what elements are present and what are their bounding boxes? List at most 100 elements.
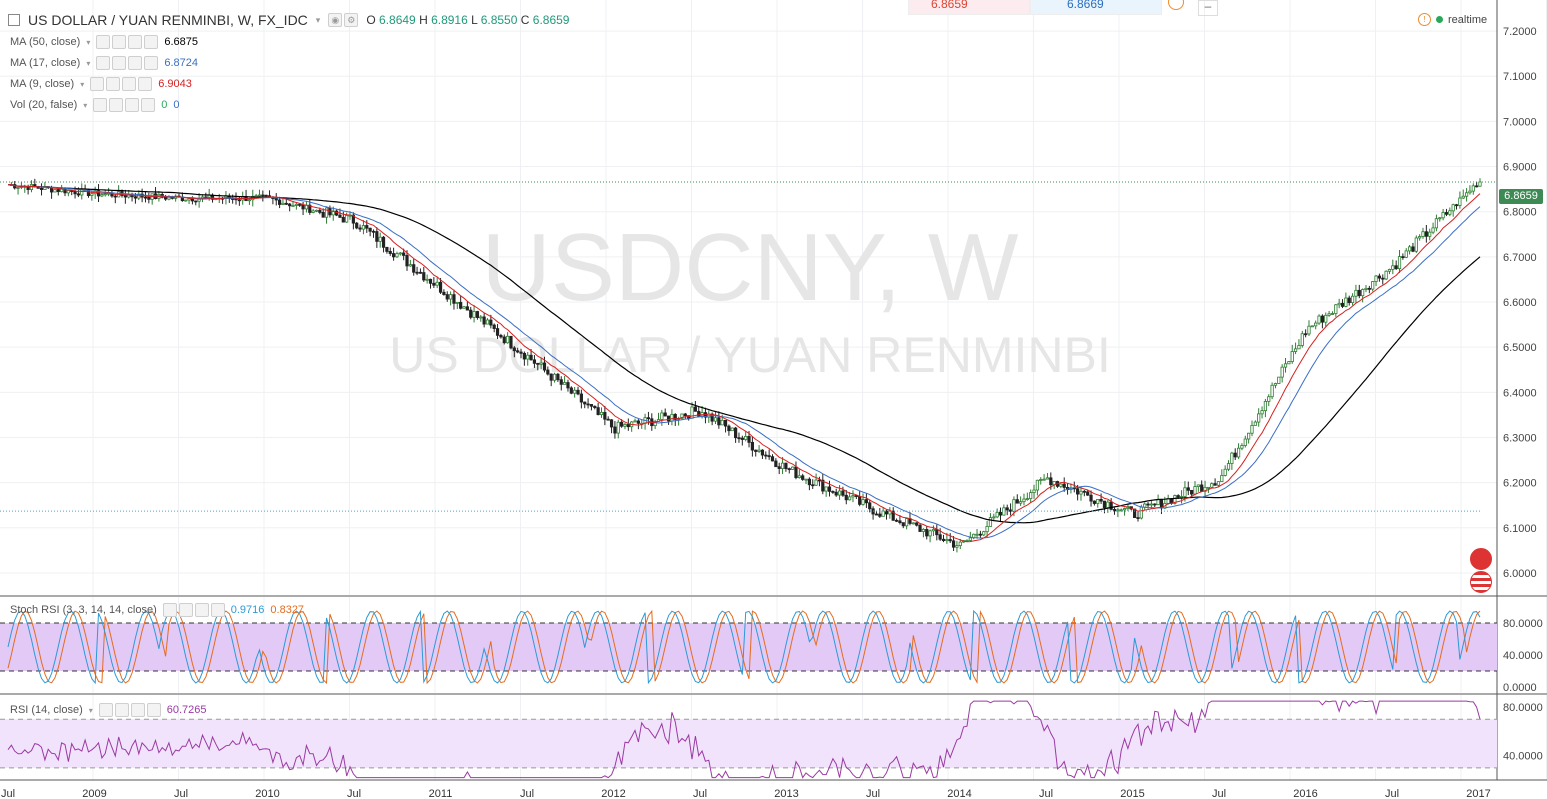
close-icon[interactable]	[146, 703, 161, 717]
eye-icon[interactable]	[96, 35, 111, 49]
eye-icon[interactable]	[90, 77, 105, 91]
candle-body	[1468, 190, 1472, 194]
candle-body	[1045, 477, 1050, 480]
candle-body	[988, 517, 993, 527]
eye-icon[interactable]	[96, 56, 111, 70]
candle-body	[1428, 231, 1432, 237]
candle-body	[754, 449, 758, 452]
low-value: 6.8550	[480, 13, 518, 27]
candle-body	[308, 204, 312, 213]
eye-icon[interactable]: ◉	[328, 13, 343, 27]
eye-icon[interactable]	[98, 703, 113, 717]
candle-body	[371, 230, 376, 233]
plus-icon[interactable]	[194, 603, 209, 617]
plus-icon[interactable]	[125, 98, 140, 112]
minimize-button[interactable]: –	[1198, 0, 1218, 16]
gear-icon[interactable]: ⚙	[344, 13, 359, 27]
close-icon[interactable]	[144, 56, 159, 70]
legend-vol[interactable]: Vol (20, false) ▾ 0 0	[10, 97, 180, 113]
candle-body	[1263, 400, 1268, 412]
eye-icon[interactable]	[93, 98, 108, 112]
legend-rsi[interactable]: RSI (14, close) ▾ 60.7265	[10, 702, 207, 718]
candle-body	[345, 215, 349, 223]
legend-buttons[interactable]	[98, 703, 161, 717]
legend-ma50[interactable]: MA (50, close) ▾ 6.6875	[10, 34, 198, 50]
plus-icon[interactable]	[130, 703, 145, 717]
candle-body	[512, 347, 516, 352]
legend-stoch[interactable]: Stoch RSI (3, 3, 14, 14, close) 0.9716 0…	[10, 602, 304, 618]
candle-body	[653, 420, 657, 427]
candle-body	[536, 362, 540, 365]
candle-body	[925, 529, 929, 537]
candle-body	[489, 319, 493, 326]
chevron-down-icon[interactable]: ▾	[86, 37, 91, 47]
candle-body	[261, 194, 265, 197]
candle-body	[1270, 384, 1274, 398]
candle-body	[1330, 313, 1335, 315]
bid-box[interactable]: 6.8659	[908, 0, 1030, 15]
candle-body	[194, 200, 198, 203]
plus-icon[interactable]	[122, 77, 137, 91]
candle-body	[747, 436, 751, 443]
plus-icon[interactable]	[128, 56, 143, 70]
collapse-icon[interactable]	[8, 14, 20, 26]
legend-ma17[interactable]: MA (17, close) ▾ 6.8724	[10, 55, 198, 71]
candle-body	[375, 231, 379, 242]
candle-body	[606, 418, 610, 421]
gear-icon[interactable]	[112, 56, 127, 70]
candle-body	[599, 411, 604, 416]
chevron-down-icon[interactable]: ▾	[315, 14, 321, 25]
chevron-down-icon[interactable]: ▾	[80, 79, 85, 89]
close-icon[interactable]	[138, 77, 153, 91]
ask-box[interactable]: 6.8669	[1030, 0, 1162, 15]
gear-icon[interactable]	[114, 703, 129, 717]
candle-body	[992, 516, 996, 519]
candle-body	[593, 405, 597, 409]
candle-body	[1290, 351, 1294, 363]
gear-icon[interactable]	[109, 98, 124, 112]
legend-buttons[interactable]	[96, 56, 159, 70]
candle-body	[1448, 210, 1452, 215]
candle-body	[516, 350, 520, 353]
close-icon[interactable]	[144, 35, 159, 49]
candle-body	[1458, 197, 1462, 206]
candle-body	[472, 311, 476, 318]
price-axis-label: 6.8000	[1503, 207, 1537, 219]
close-icon[interactable]	[141, 98, 156, 112]
legend-buttons[interactable]	[162, 603, 225, 617]
candle-body	[1384, 270, 1388, 280]
rsi-axis-label: 80.0000	[1503, 702, 1543, 714]
close-icon[interactable]	[210, 603, 225, 617]
legend-buttons[interactable]	[93, 98, 156, 112]
gear-icon[interactable]	[178, 603, 193, 617]
candle-body	[469, 309, 473, 318]
us-flag-icon[interactable]	[1470, 571, 1492, 593]
series-settings-buttons[interactable]: ◉ ⚙	[328, 13, 359, 27]
china-flag-icon[interactable]	[1470, 548, 1492, 570]
candle-body	[90, 193, 94, 196]
candle-body	[1226, 463, 1231, 470]
candle-body	[405, 255, 409, 267]
ma9-line	[7, 184, 1481, 543]
alert-icon[interactable]: !	[1418, 13, 1431, 26]
chevron-down-icon[interactable]: ▾	[86, 58, 91, 68]
time-axis-label: Jul	[1039, 788, 1053, 799]
legend-buttons[interactable]	[90, 77, 153, 91]
candle-body	[918, 524, 922, 532]
legend-ma9[interactable]: MA (9, close) ▾ 6.9043	[10, 76, 192, 92]
candle-body	[284, 202, 288, 205]
candle-body	[1153, 503, 1157, 506]
chevron-down-icon[interactable]: ▾	[88, 705, 93, 715]
candle-body	[381, 236, 386, 248]
time-axis-label: Jul	[347, 788, 361, 799]
gear-icon[interactable]	[112, 35, 127, 49]
chevron-down-icon[interactable]: ▾	[83, 100, 88, 110]
eye-icon[interactable]	[162, 603, 177, 617]
candle-body	[1307, 325, 1311, 335]
gear-icon[interactable]	[106, 77, 121, 91]
candle-body	[1293, 348, 1298, 352]
plus-icon[interactable]	[128, 35, 143, 49]
candle-body	[1230, 452, 1234, 464]
legend-buttons[interactable]	[96, 35, 159, 49]
